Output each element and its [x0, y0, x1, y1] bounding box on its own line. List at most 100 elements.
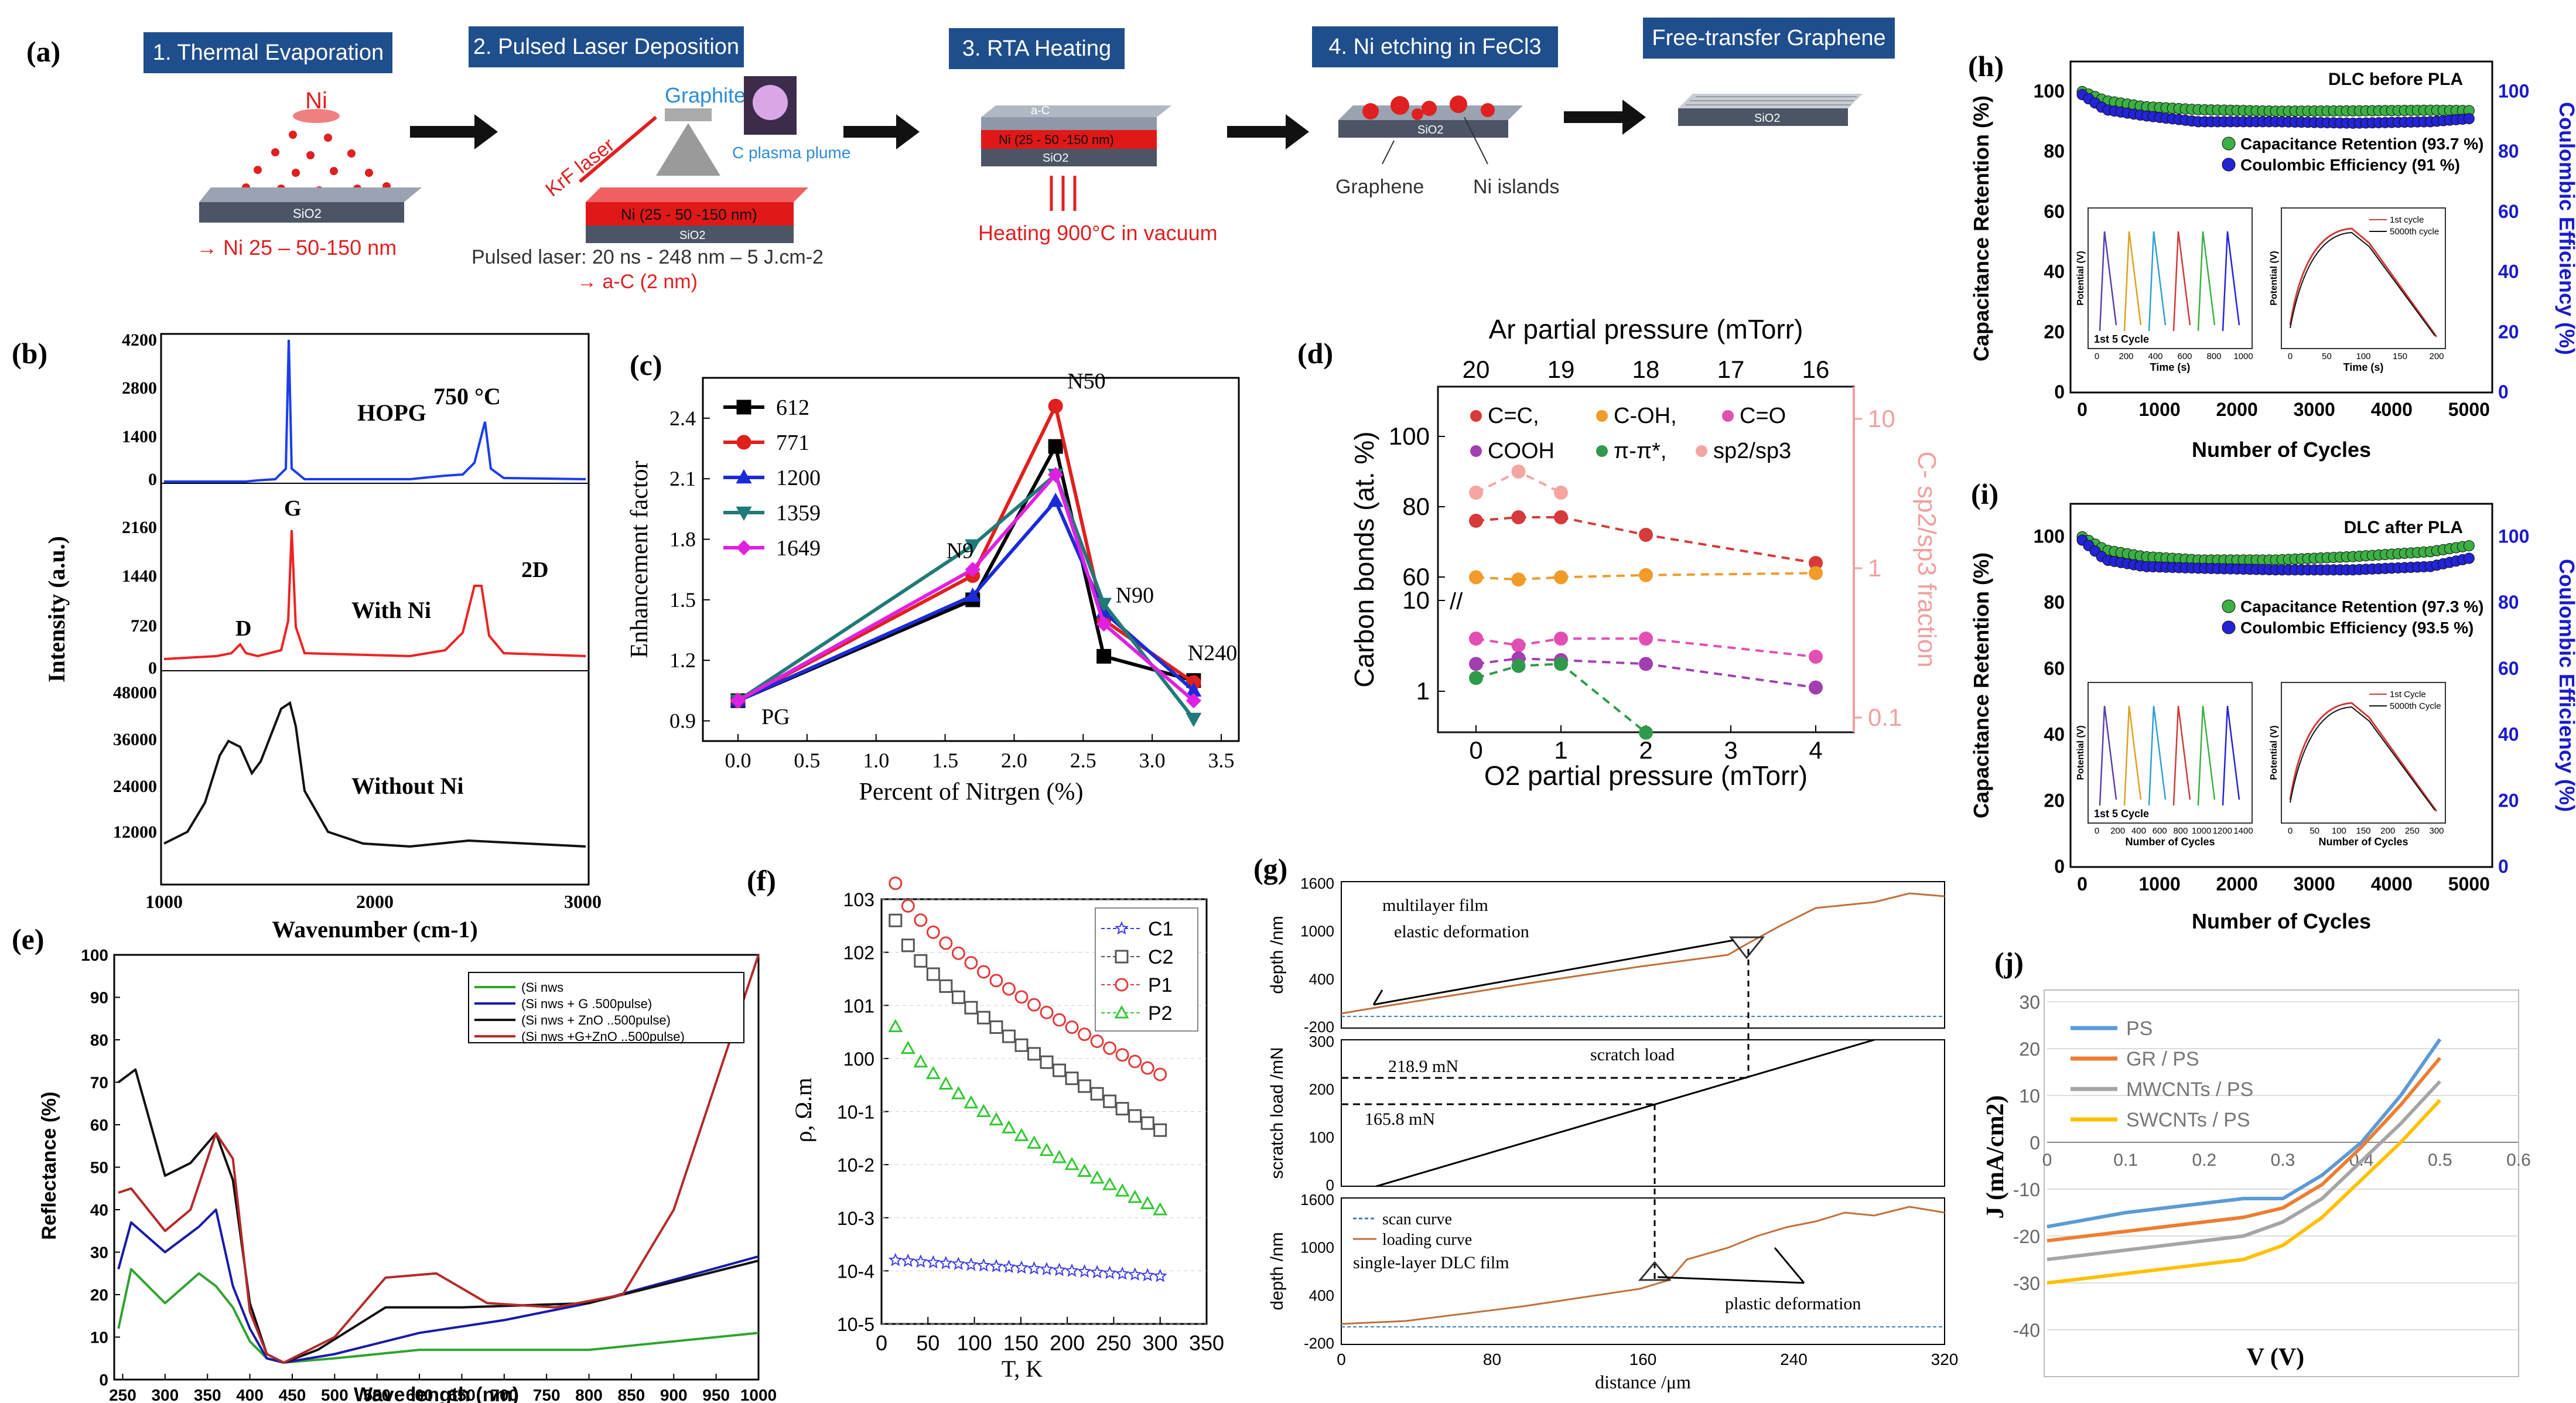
- ni-islands-label: Ni islands: [1473, 176, 1559, 198]
- graphite-target: [665, 108, 712, 121]
- i-inset-xtick: 800: [2173, 826, 2188, 836]
- j-series-line: [2047, 1057, 2442, 1242]
- d-point-C=O: [1554, 631, 1568, 646]
- g-sub2-ylabel: scratch load /mN: [1267, 1047, 1287, 1179]
- h-frame: [2069, 60, 2493, 394]
- f-point-C1: [1102, 1265, 1117, 1279]
- f-legend-label: C2: [1148, 946, 1173, 968]
- h-inset-ylabel: Potential (V): [2076, 251, 2086, 305]
- f-point-C2: [889, 913, 903, 927]
- step5-label: Free-transfer Graphene: [1652, 26, 1885, 50]
- j-legend-label: PS: [2126, 1018, 2153, 1040]
- h-xtick-label: 0: [2077, 399, 2088, 420]
- i-inset-xtick: 100: [2332, 826, 2346, 836]
- i-inset-ylabel: Potential (V): [2269, 725, 2279, 780]
- b-ytick-hopg-3: 4200: [122, 330, 157, 350]
- i-xtick-label: 1000: [2138, 873, 2180, 895]
- f-point-C2: [1027, 1047, 1041, 1061]
- h-inset-ylabel: Potential (V): [2269, 251, 2279, 305]
- e-series-line: [118, 1068, 759, 1364]
- d-point-COOH: [1469, 657, 1483, 671]
- f-point-P1: [1128, 1054, 1142, 1069]
- f-xlabel: T, K: [1002, 1356, 1043, 1382]
- panel-label-e: (e): [12, 923, 45, 955]
- f-point-P1: [1103, 1041, 1117, 1055]
- c-legend-marker-1200: [736, 469, 752, 484]
- h-inset-gcd-curve: [2123, 231, 2142, 332]
- g-sub3-frame: [1341, 1197, 1945, 1345]
- c-point-label: N90: [1116, 583, 1154, 607]
- d-point-sp2/sp3: [1511, 465, 1526, 479]
- f-ytick-label: 103: [843, 889, 874, 910]
- d-xtick-label: 1: [1554, 736, 1567, 764]
- i-right-ytick-label: 0: [2498, 856, 2509, 877]
- c-legend-label-1359: 1359: [776, 501, 821, 525]
- j-ytick-label: -10: [2013, 1179, 2040, 1200]
- g-sub1-ann-0: multilayer film: [1382, 896, 1488, 915]
- b-hopg-curve: [164, 339, 586, 483]
- j-xtick-label: 0.2: [2192, 1151, 2216, 1170]
- process-arrow-2: [843, 114, 920, 149]
- d-point-C=O: [1639, 631, 1653, 646]
- f-legend-label: P2: [1148, 1002, 1173, 1025]
- i-ytick-label: 100: [2034, 525, 2065, 547]
- e-ytick-label: 100: [81, 946, 108, 964]
- h-inset-gcd-curve: [2172, 231, 2191, 332]
- c-xtick-label: 0.0: [725, 749, 751, 772]
- c-legend-marker-771: [736, 435, 751, 450]
- j-ytick-label: 0: [2030, 1132, 2040, 1153]
- c-point-612: [1048, 439, 1063, 454]
- h-inset-xtick: 800: [2206, 351, 2221, 361]
- h-ytick-label: 60: [2044, 201, 2065, 222]
- f-legend-label: P1: [1148, 974, 1173, 996]
- f-point-C1: [951, 1257, 966, 1270]
- panel-b: (b) 750 °C HOPG With Ni D G 2D Without N…: [12, 330, 602, 943]
- c-legend-marker-612: [736, 400, 751, 415]
- panel-label-j: (j): [1994, 946, 2024, 979]
- h-legend-label: Capacitance Retention (93.7 %): [2240, 135, 2483, 153]
- e-ytick-label: 30: [90, 1244, 108, 1262]
- c-point-1200: [965, 587, 981, 602]
- h-right-ytick-label: 60: [2498, 201, 2519, 222]
- d-point-C=C: [1469, 514, 1483, 528]
- f-point-C2: [1040, 1055, 1054, 1069]
- j-series-line: [2047, 1098, 2441, 1285]
- panel-h: (h) DLC before PLA 0 1000 2000 3000 4000 5000…: [1968, 50, 2576, 462]
- b-ytick-ni-1: 720: [131, 616, 157, 636]
- c-xtick-label: 2.0: [1001, 749, 1027, 772]
- e-xtick-label: 700: [490, 1386, 518, 1403]
- f-xtick-label: 200: [1050, 1331, 1085, 1355]
- g-ytick-label: 1000: [1300, 923, 1334, 940]
- ni-layer: [586, 202, 794, 226]
- f-point-C2: [951, 990, 965, 1004]
- step1-label: 1. Thermal Evaporation: [153, 40, 384, 65]
- c-legend-label-1649: 1649: [776, 536, 821, 561]
- c-point-1649: [1048, 467, 1064, 483]
- d-point-π-π*: [1639, 725, 1653, 740]
- f-point-P1: [926, 925, 940, 939]
- g-ytick-label: 100: [1309, 1128, 1334, 1146]
- step3-label: 3. RTA Heating: [962, 36, 1111, 61]
- panel-label-h: (h): [1968, 50, 2004, 83]
- e-legend-label: (Si nws: [521, 980, 563, 995]
- f-point-C1: [1052, 1262, 1067, 1276]
- i-inset-xtick: 150: [2356, 826, 2370, 836]
- h-inset-cycle-1: [2289, 227, 2438, 337]
- g-ytick-label: 1600: [1300, 875, 1334, 892]
- h-ytick-label: 40: [2044, 261, 2065, 282]
- f-ytick-label: 10-5: [837, 1314, 874, 1335]
- f-ytick-label: 10-1: [837, 1102, 874, 1123]
- step3-header: [949, 28, 1125, 69]
- e-xtick-label: 900: [660, 1386, 688, 1403]
- e-ytick-label: 40: [90, 1201, 108, 1219]
- e-xtick-label: 800: [575, 1386, 603, 1403]
- e-legend-label: (Si nws + G .500pulse): [521, 996, 652, 1011]
- i-legend-marker: [2222, 620, 2236, 634]
- panel-g: (g) multilayer film elastic deformation …: [1253, 852, 1958, 1392]
- h-inset-xtick: 50: [2322, 351, 2332, 361]
- i-inset-xtick: 0: [2288, 826, 2293, 836]
- f-point-P2: [1089, 1170, 1105, 1184]
- h-inset-legend: 5000th cycle: [2390, 227, 2439, 237]
- d-point-C=O: [1511, 638, 1526, 653]
- f-point-P1: [1090, 1035, 1104, 1049]
